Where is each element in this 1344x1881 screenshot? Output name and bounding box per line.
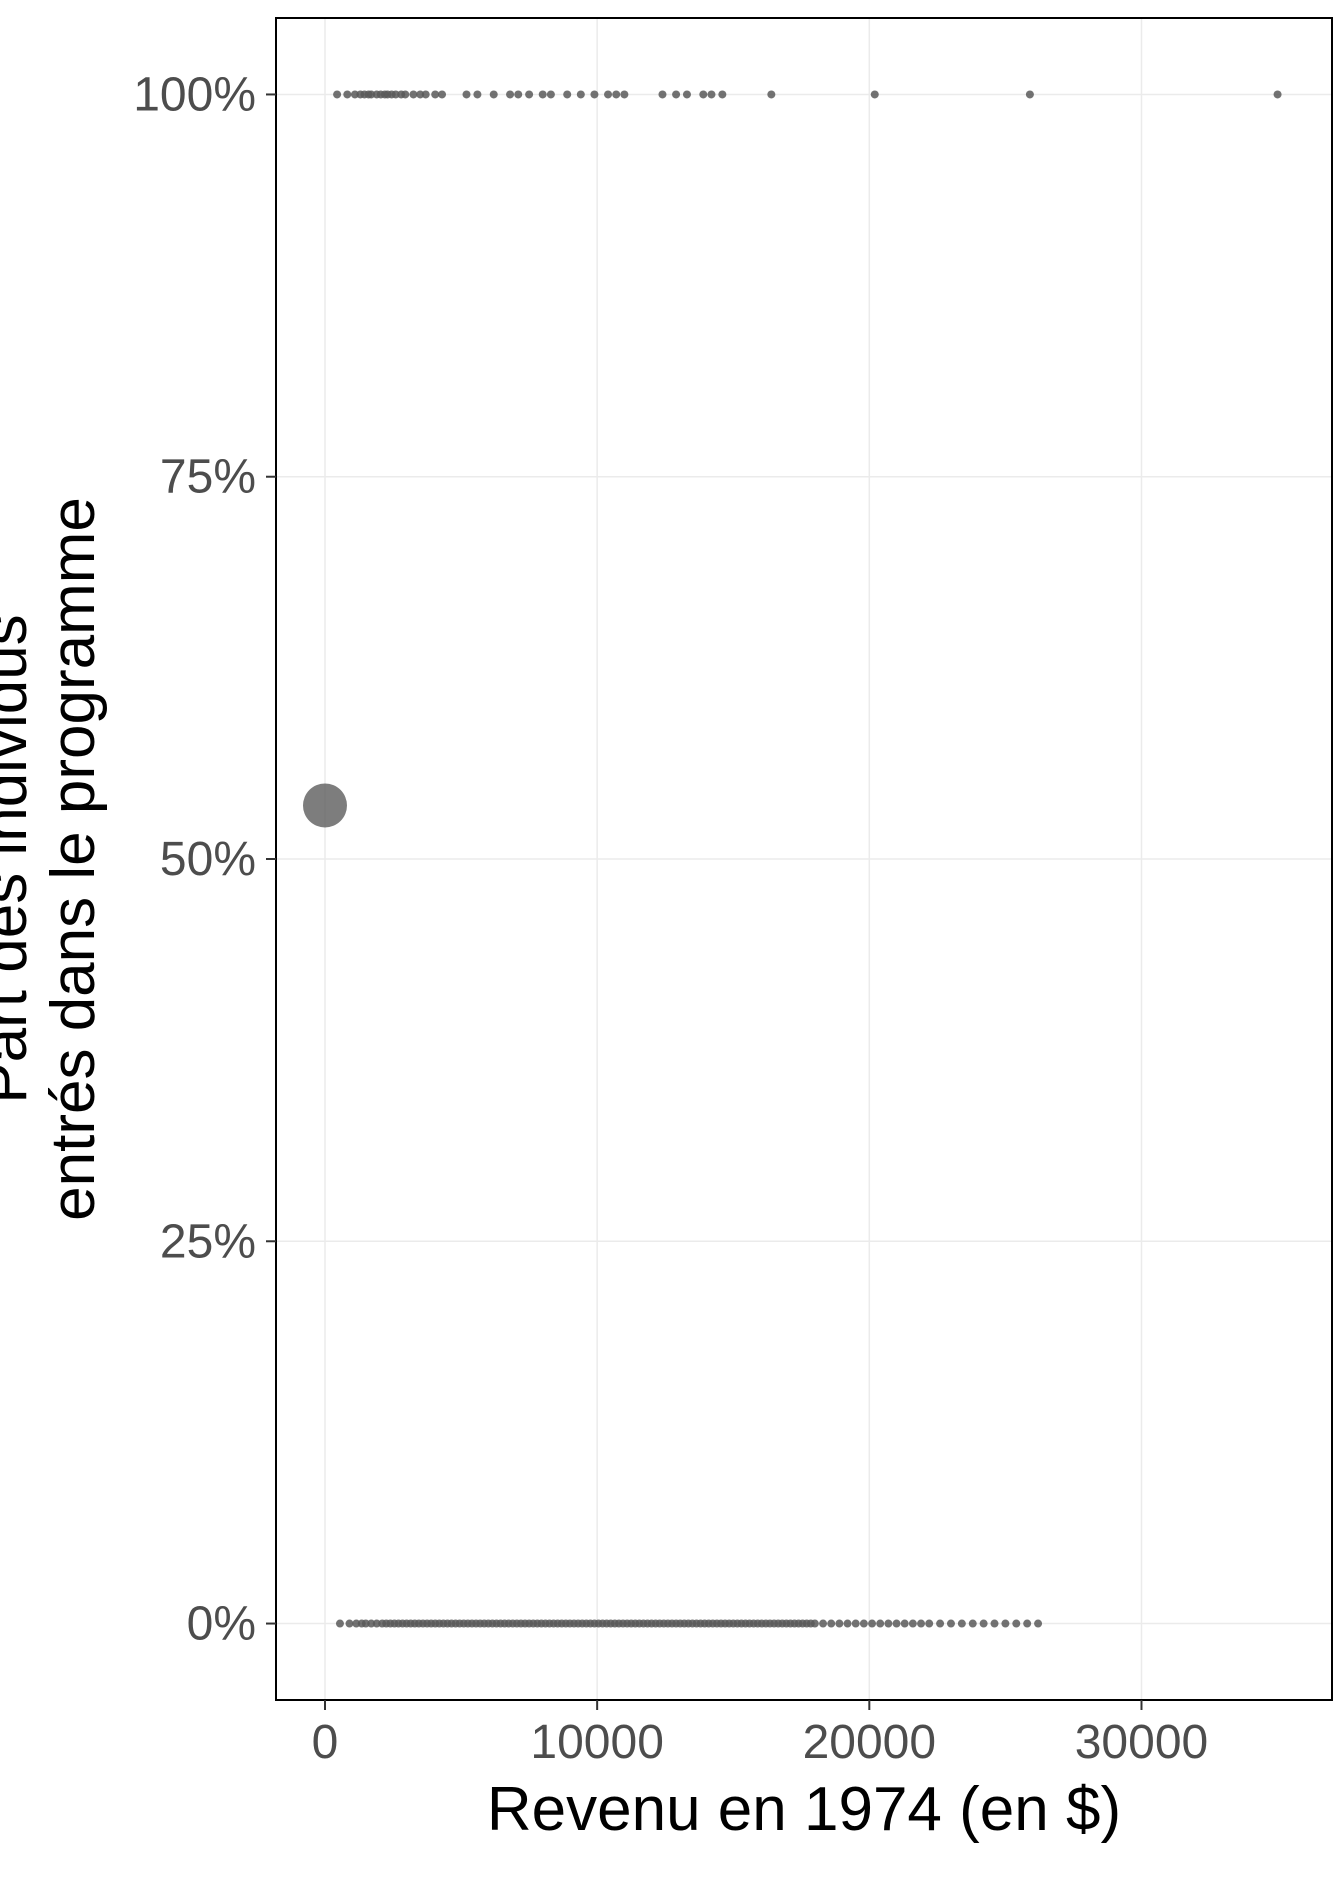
data-point — [514, 90, 522, 98]
data-point — [1274, 90, 1282, 98]
data-point — [901, 1620, 909, 1628]
data-point — [811, 1620, 819, 1628]
data-point — [620, 90, 628, 98]
data-point — [860, 1620, 868, 1628]
x-tick-label: 30000 — [1075, 1716, 1208, 1769]
data-point — [868, 1620, 876, 1628]
data-point — [871, 90, 879, 98]
data-point — [525, 90, 533, 98]
data-point — [333, 90, 341, 98]
data-point — [767, 90, 775, 98]
y-tick-label: 25% — [160, 1215, 256, 1268]
data-point — [699, 90, 707, 98]
data-point — [844, 1620, 852, 1628]
data-point — [336, 1620, 344, 1628]
data-point — [958, 1620, 966, 1628]
data-point — [991, 1620, 999, 1628]
y-tick-label: 100% — [133, 68, 256, 121]
data-point — [604, 90, 612, 98]
data-point-large — [303, 783, 347, 827]
data-point — [422, 90, 430, 98]
data-point — [1012, 1620, 1020, 1628]
data-point — [936, 1620, 944, 1628]
data-point — [718, 90, 726, 98]
data-point — [577, 90, 585, 98]
data-point — [917, 1620, 925, 1628]
x-tick-label: 0 — [312, 1716, 339, 1769]
data-point — [463, 90, 471, 98]
data-point — [343, 90, 351, 98]
scatter-chart: 0 10000 20000 30000 0% 25% 50% 75% 100% Revenu en… — [0, 0, 1344, 1881]
data-point — [612, 90, 620, 98]
data-point — [672, 90, 680, 98]
data-point — [835, 1620, 843, 1628]
data-point — [438, 90, 446, 98]
data-point — [473, 90, 481, 98]
data-point — [876, 1620, 884, 1628]
y-axis-title: Part des individusentrés dans le program… — [0, 497, 108, 1221]
chart-container: 0 10000 20000 30000 0% 25% 50% 75% 100% Revenu en… — [0, 0, 1344, 1881]
data-point — [563, 90, 571, 98]
data-point — [893, 1620, 901, 1628]
data-point — [1034, 1620, 1042, 1628]
data-point — [1026, 90, 1034, 98]
data-point — [819, 1620, 827, 1628]
data-point — [590, 90, 598, 98]
data-point — [431, 90, 439, 98]
data-point — [401, 90, 409, 98]
x-tick-label: 20000 — [803, 1716, 936, 1769]
data-point — [658, 90, 666, 98]
data-point — [947, 1620, 955, 1628]
data-point — [539, 90, 547, 98]
data-point — [884, 1620, 892, 1628]
data-point — [547, 90, 555, 98]
y-tick-label: 75% — [160, 451, 256, 504]
data-point — [969, 1620, 977, 1628]
data-point — [490, 90, 498, 98]
data-point — [506, 90, 514, 98]
data-point — [1023, 1620, 1031, 1628]
data-point — [980, 1620, 988, 1628]
data-point — [409, 90, 417, 98]
data-point — [827, 1620, 835, 1628]
x-tick-label: 10000 — [530, 1716, 663, 1769]
data-point — [683, 90, 691, 98]
x-axis-title: Revenu en 1974 (en $) — [487, 1775, 1121, 1844]
data-point — [707, 90, 715, 98]
y-tick-label: 50% — [160, 833, 256, 886]
data-point — [345, 1620, 353, 1628]
data-point — [852, 1620, 860, 1628]
y-tick-label: 0% — [187, 1598, 256, 1651]
data-point — [1001, 1620, 1009, 1628]
data-point — [925, 1620, 933, 1628]
data-point — [909, 1620, 917, 1628]
